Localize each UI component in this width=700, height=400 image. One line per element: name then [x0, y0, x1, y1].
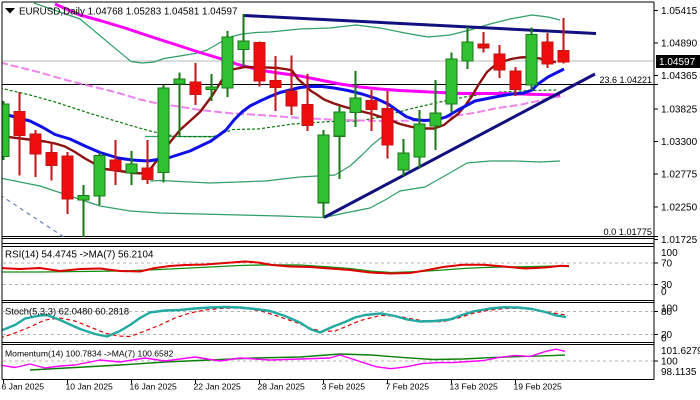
svg-text:23.6 1.04221: 23.6 1.04221 [599, 75, 652, 85]
svg-text:30: 30 [661, 280, 673, 291]
svg-text:1.04890: 1.04890 [661, 39, 698, 50]
svg-text:16 Jan 2025: 16 Jan 2025 [130, 382, 178, 392]
svg-text:0.0 1.01775: 0.0 1.01775 [603, 227, 652, 237]
svg-text:98.1135: 98.1135 [661, 367, 697, 378]
svg-text:70: 70 [661, 259, 673, 270]
svg-text:3 Feb 2025: 3 Feb 2025 [322, 382, 366, 392]
svg-text:1.02250: 1.02250 [661, 202, 698, 213]
svg-text:100: 100 [661, 304, 678, 315]
svg-text:0: 0 [661, 287, 667, 298]
svg-text:20: 20 [661, 330, 673, 341]
svg-text:6 Jan 2025: 6 Jan 2025 [2, 382, 45, 392]
svg-text:RSI(14) 54.4745 ->MA(7) 56.21: RSI(14) 54.4745 ->MA(7) 56.2104 [5, 250, 154, 261]
svg-text:0: 0 [661, 334, 667, 345]
svg-text:1.04365: 1.04365 [661, 71, 698, 82]
svg-text:7 Feb 2025: 7 Feb 2025 [386, 382, 430, 392]
svg-text:13 Feb 2025: 13 Feb 2025 [450, 382, 498, 392]
svg-text:1.01725: 1.01725 [661, 235, 698, 246]
svg-text:1.05415: 1.05415 [661, 6, 698, 17]
svg-text:19 Feb 2025: 19 Feb 2025 [514, 382, 562, 392]
svg-text:1.03825: 1.03825 [661, 105, 698, 116]
svg-text:1.02775: 1.02775 [661, 170, 698, 181]
svg-text:EURUSD,Daily 1.04768 1.05283: EURUSD,Daily 1.04768 1.05283 1.04581 1.0… [19, 7, 237, 18]
svg-text:101.6279: 101.6279 [661, 346, 700, 357]
svg-text:10 Jan 2025: 10 Jan 2025 [66, 382, 114, 392]
svg-text:Momentum(14) 100.7834 ->MA(7): Momentum(14) 100.7834 ->MA(7) 100.6582 [5, 349, 174, 359]
svg-text:28 Jan 2025: 28 Jan 2025 [258, 382, 306, 392]
svg-text:1.03300: 1.03300 [661, 137, 698, 148]
svg-text:100: 100 [661, 248, 678, 259]
svg-text:1.04597: 1.04597 [659, 57, 696, 68]
svg-text:22 Jan 2025: 22 Jan 2025 [194, 382, 242, 392]
svg-text:80: 80 [661, 307, 673, 318]
svg-text:100: 100 [661, 357, 678, 368]
svg-text:Stoch(5,3,3) 62.0480 60.2818: Stoch(5,3,3) 62.0480 60.2818 [5, 306, 129, 317]
